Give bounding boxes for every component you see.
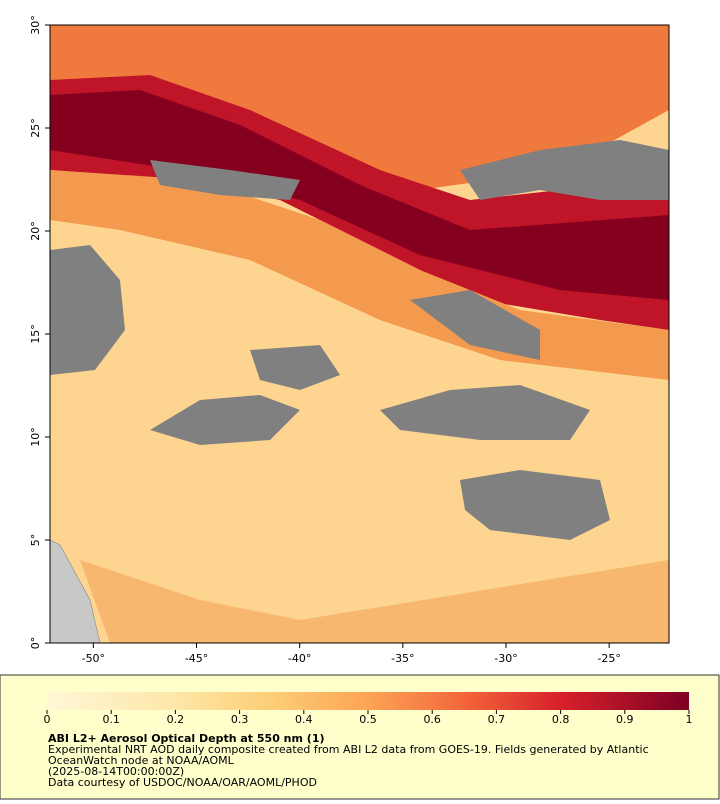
caption-line: (2025-08-14T00:00:00Z) <box>48 765 184 778</box>
aod-map <box>50 25 669 643</box>
cloud <box>50 245 125 375</box>
caption-line: OceanWatch node at NOAA/AOML <box>48 754 235 767</box>
land <box>50 539 101 643</box>
x-tick-label: -45° <box>185 652 208 665</box>
dust-core <box>50 90 669 300</box>
cloud <box>460 140 669 200</box>
x-tick-label: -25° <box>597 652 620 665</box>
cloud <box>250 345 340 390</box>
x-tick-label: -35° <box>391 652 414 665</box>
colorbar-axis: 0 0.1 0.2 0.3 0.4 0.5 0.6 0.7 0.8 0.9 1 <box>44 710 693 726</box>
y-tick-label: 0° <box>29 637 42 650</box>
colorbar-tick-label: 0.3 <box>231 713 249 726</box>
colorbar-tick-label: 0.9 <box>616 713 634 726</box>
y-tick-label: 20° <box>29 221 42 241</box>
y-tick-label: 30° <box>29 15 42 35</box>
cloud <box>410 290 540 360</box>
caption-line: Experimental NRT AOD daily composite cre… <box>48 743 649 756</box>
y-tick-label: 5° <box>29 534 42 547</box>
caption-line: Data courtesy of USDOC/NOAA/OAR/AOML/PHO… <box>48 776 317 789</box>
y-tick-label: 25° <box>29 118 42 138</box>
colorbar-tick-label: 1 <box>686 713 693 726</box>
y-tick-label: 10° <box>29 427 42 447</box>
colorbar-tick-label: 0 <box>44 713 51 726</box>
y-tick-label: 15° <box>29 324 42 344</box>
colorbar-tick-label: 0.4 <box>295 713 313 726</box>
x-tick-label: -30° <box>494 652 517 665</box>
colorbar-tick-label: 0.1 <box>102 713 120 726</box>
colorbar <box>47 692 689 710</box>
cloud <box>380 385 590 440</box>
colorbar-tick-label: 0.8 <box>552 713 570 726</box>
colorbar-tick-label: 0.6 <box>423 713 441 726</box>
axes: -50° -45° -40° -35° -30° -25° 0° 5° 10° 15° 20° 25°… <box>29 15 621 665</box>
colorbar-tick-label: 0.7 <box>488 713 506 726</box>
cloud <box>150 160 300 200</box>
cloud <box>460 470 610 540</box>
colorbar-tick-label: 0.5 <box>359 713 377 726</box>
colorbar-tick-label: 0.2 <box>167 713 185 726</box>
cloud <box>150 395 300 445</box>
lower-aod <box>80 560 669 643</box>
x-tick-label: -40° <box>288 652 311 665</box>
x-tick-label: -50° <box>82 652 105 665</box>
caption-title: ABI L2+ Aerosol Optical Depth at 550 nm … <box>48 732 325 745</box>
